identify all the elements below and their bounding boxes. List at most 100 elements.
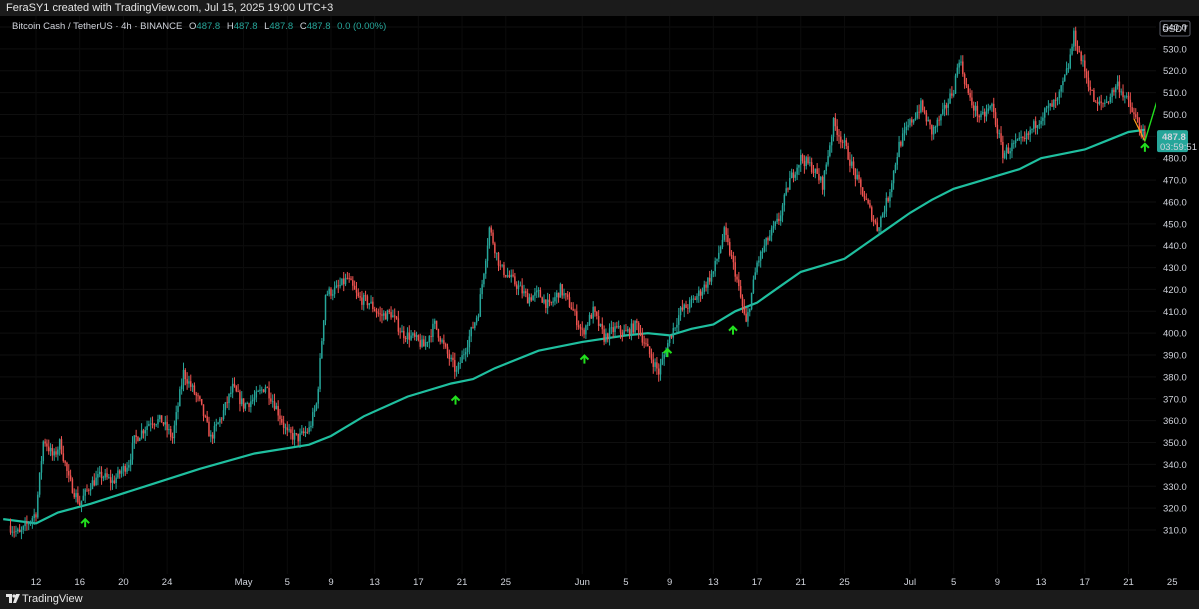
candle-body	[850, 161, 853, 166]
candle-body	[621, 332, 624, 335]
candle-body	[441, 340, 443, 342]
chart-pane	[0, 16, 1199, 590]
candle-body	[193, 385, 196, 394]
time-tick-label: 25	[839, 577, 850, 588]
candle-body	[1078, 51, 1081, 53]
candle-body	[384, 313, 387, 320]
candle-body	[228, 393, 230, 404]
candle-body	[1138, 122, 1141, 130]
candle-body	[901, 133, 904, 146]
candle-body	[1142, 131, 1144, 137]
candle-body	[900, 141, 902, 146]
candle-body	[202, 404, 205, 416]
candle-body	[952, 93, 955, 96]
candle-body	[339, 284, 341, 287]
candle-body	[871, 207, 873, 221]
candle-body	[1038, 124, 1041, 126]
currency-badge[interactable]	[1159, 20, 1191, 37]
candle-body	[517, 285, 520, 289]
candle-body	[949, 93, 951, 104]
candle-body	[810, 162, 813, 173]
candle-body	[606, 333, 609, 340]
candle-body	[233, 383, 236, 387]
price-axis[interactable]: USDT 310.0 320.0 330.0 340.0 350.0 360.0 370.0…	[1156, 16, 1199, 574]
candle-body	[525, 291, 527, 294]
candle-body	[1027, 133, 1030, 135]
price-tick-label: 480.0	[1163, 154, 1187, 165]
candle-body	[1091, 89, 1093, 91]
candle-body	[244, 403, 247, 409]
footer-brand: TradingView	[22, 593, 83, 605]
candle-body	[1082, 60, 1084, 62]
candle-body	[880, 216, 882, 228]
candle-body	[474, 322, 476, 329]
candle-body	[679, 307, 682, 316]
candle-body	[696, 296, 698, 300]
candle-body	[787, 188, 789, 190]
candle-body	[332, 294, 334, 296]
candle-body	[1111, 89, 1113, 97]
candle-body	[652, 359, 655, 367]
chart-header: FeraSY1 created with TradingView.com, Ju…	[0, 0, 1199, 16]
candle-body	[73, 493, 75, 498]
candle-body	[383, 313, 385, 316]
candle-body	[971, 97, 973, 106]
candle-body	[603, 329, 605, 342]
candle-body	[732, 256, 735, 263]
candle-body	[539, 290, 542, 298]
candle-body	[184, 369, 187, 380]
candle-body	[883, 211, 886, 214]
candle-body	[439, 337, 441, 342]
candle-body	[785, 188, 787, 195]
candle-body	[98, 471, 101, 475]
candle-body	[253, 397, 256, 400]
price-tick-label: 540.0	[1163, 23, 1187, 34]
candle-body	[326, 294, 329, 296]
candle-body	[91, 480, 94, 489]
candle-body	[1007, 147, 1010, 154]
candle-body	[146, 425, 148, 431]
price-tick-label: 450.0	[1163, 219, 1187, 230]
candle-body	[299, 433, 301, 442]
candle-body	[663, 354, 665, 359]
price-tick-label: 320.0	[1163, 504, 1187, 515]
candle-body	[251, 399, 254, 402]
candle-body	[124, 465, 126, 472]
candle-body	[1045, 107, 1048, 109]
candle-body	[661, 358, 664, 365]
tradingview-logo-icon	[6, 594, 20, 603]
candle-body	[1060, 85, 1062, 92]
arrow-head	[450, 395, 461, 402]
candle-body	[1109, 96, 1112, 103]
time-tick-label: 21	[457, 577, 468, 588]
candle-body	[231, 383, 234, 393]
candle-body	[548, 299, 551, 303]
candle-body	[767, 238, 769, 241]
candle-body	[1000, 133, 1002, 143]
candle-body	[812, 172, 815, 173]
candle-body	[869, 203, 871, 208]
candle-body	[180, 385, 183, 390]
candle-body	[282, 422, 285, 428]
footer: TradingView	[0, 590, 1199, 609]
candle-body	[1029, 129, 1031, 135]
candle-body	[257, 391, 259, 392]
candle-body	[93, 480, 96, 486]
candle-body	[659, 364, 662, 375]
candle-body	[774, 221, 777, 227]
candle-body	[155, 424, 157, 426]
candle-body	[115, 477, 117, 483]
price-chart[interactable]: Bitcoin Cash / TetherUS · 4h · BINANCE O…	[0, 16, 1199, 590]
header-text: FeraSY1 created with TradingView.com, Ju…	[6, 2, 334, 14]
candle-body	[874, 220, 877, 223]
candle-body	[1118, 81, 1121, 93]
time-axis[interactable]: 12 16 20 24 May 5 9 13 17 21 25 Jun 5 9 13 17 21 25 Jul 5 9 1…	[0, 574, 1199, 590]
candle-body	[958, 62, 960, 68]
time-tick-label: 21	[1123, 577, 1134, 588]
candle-body	[109, 477, 112, 483]
candle-body	[503, 264, 505, 276]
candle-body	[872, 220, 875, 222]
candle-body	[914, 117, 917, 120]
candle-body	[993, 103, 995, 113]
candle-body	[337, 285, 340, 287]
